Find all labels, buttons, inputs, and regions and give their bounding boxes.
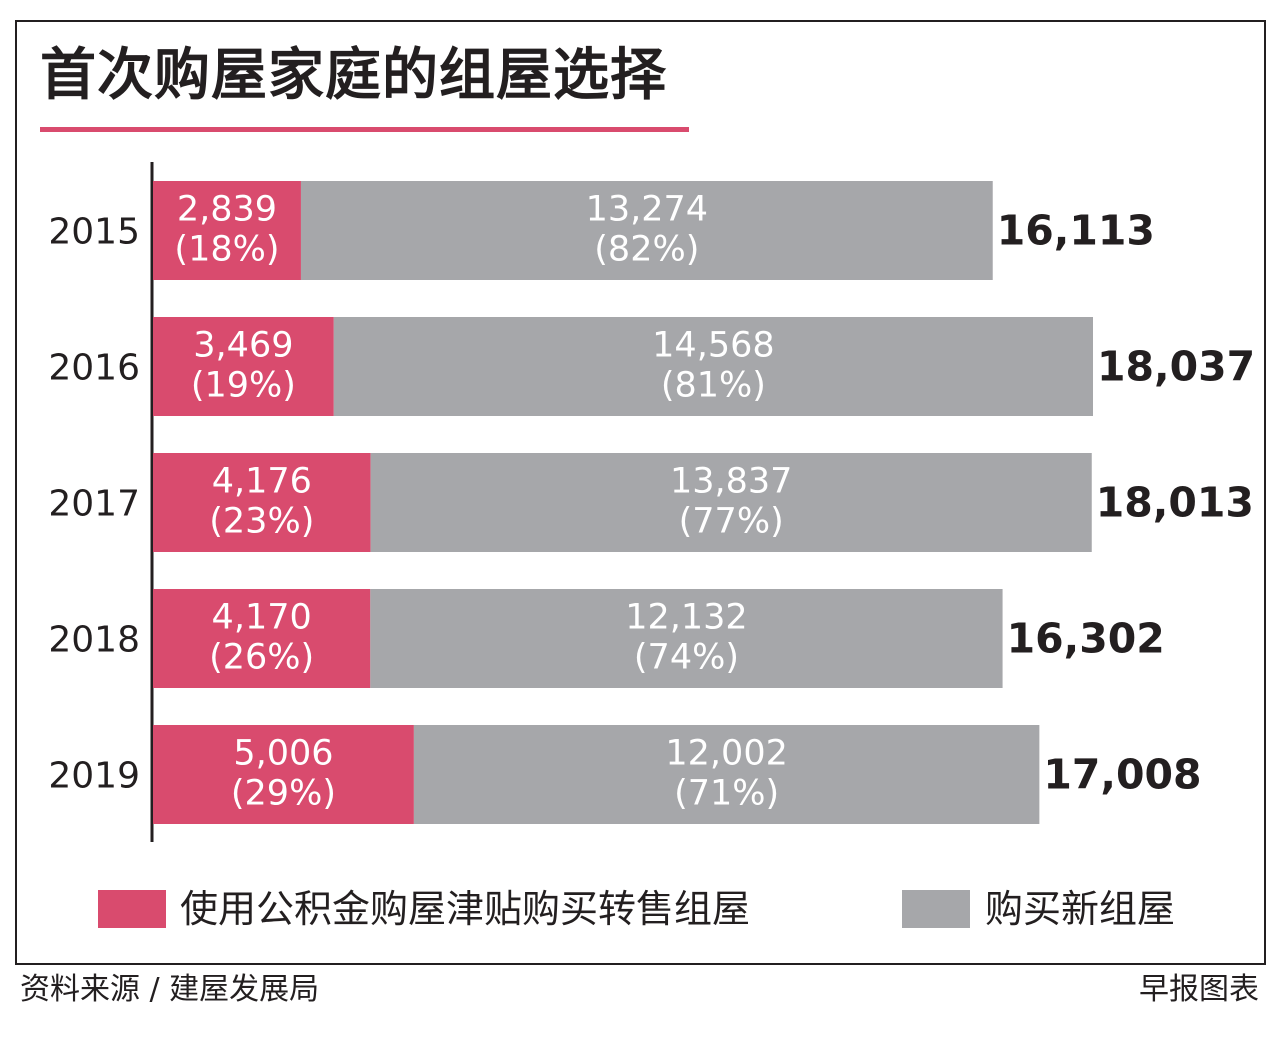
- bar-new-value-label: 12,002: [665, 734, 787, 774]
- bar-resale: [153, 181, 301, 280]
- bar-new-value-label: 13,837: [670, 462, 792, 502]
- bar-resale-pct-label: (29%): [231, 774, 336, 814]
- bar-new: [370, 453, 1092, 552]
- bar-resale-pct-label: (19%): [191, 366, 296, 406]
- bar-resale-value-label: 3,469: [193, 326, 293, 366]
- bar-total-label: 17,008: [1043, 751, 1201, 799]
- bar-resale: [153, 725, 414, 824]
- bar-new-value-label: 13,274: [586, 190, 708, 230]
- bar-resale: [153, 453, 371, 552]
- title-underline: [40, 127, 689, 132]
- legend-label-new: 购买新组屋: [985, 887, 1176, 931]
- bar-new-pct-label: (74%): [634, 638, 739, 678]
- footer-credit: 早报图表: [1139, 972, 1259, 1007]
- bar-total-label: 16,302: [1007, 615, 1165, 663]
- footer-source: 资料来源 / 建屋发展局: [20, 972, 320, 1007]
- bar-resale: [153, 317, 334, 416]
- bar-new: [370, 589, 1003, 688]
- bar-total-label: 18,013: [1096, 479, 1254, 527]
- y-tick-label: 2015: [48, 212, 140, 253]
- bar-new-value-label: 14,568: [652, 326, 774, 366]
- bar-resale-value-label: 5,006: [233, 734, 333, 774]
- legend-swatch-resale: [98, 890, 166, 928]
- bar-new-pct-label: (77%): [679, 502, 784, 542]
- chart-frame: [15, 20, 1266, 965]
- bar-new-pct-label: (82%): [594, 230, 699, 270]
- bar-resale-pct-label: (23%): [209, 502, 314, 542]
- y-tick-label: 2017: [48, 484, 140, 525]
- bar-new: [413, 725, 1040, 824]
- legend-swatch-new: [902, 890, 970, 928]
- bar-new-pct-label: (81%): [661, 366, 766, 406]
- y-tick-label: 2018: [48, 620, 140, 661]
- bar-new-value-label: 12,132: [625, 598, 747, 638]
- legend-label-resale: 使用公积金购屋津贴购买转售组屋: [180, 887, 751, 931]
- y-tick-label: 2016: [48, 348, 140, 389]
- bar-new-pct-label: (71%): [674, 774, 779, 814]
- bar-resale-value-label: 4,170: [212, 598, 312, 638]
- bar-total-label: 16,113: [997, 207, 1155, 255]
- bar-new: [300, 181, 993, 280]
- bar-resale-value-label: 2,839: [177, 190, 277, 230]
- bar-resale-pct-label: (18%): [174, 230, 279, 270]
- bar-resale: [153, 589, 371, 688]
- bar-resale-value-label: 4,176: [212, 462, 312, 502]
- bar-resale-pct-label: (26%): [209, 638, 314, 678]
- y-tick-label: 2019: [48, 756, 140, 797]
- bar-new: [333, 317, 1094, 416]
- chart-title: 首次购屋家庭的组屋选择: [40, 43, 667, 108]
- bar-total-label: 18,037: [1097, 343, 1255, 391]
